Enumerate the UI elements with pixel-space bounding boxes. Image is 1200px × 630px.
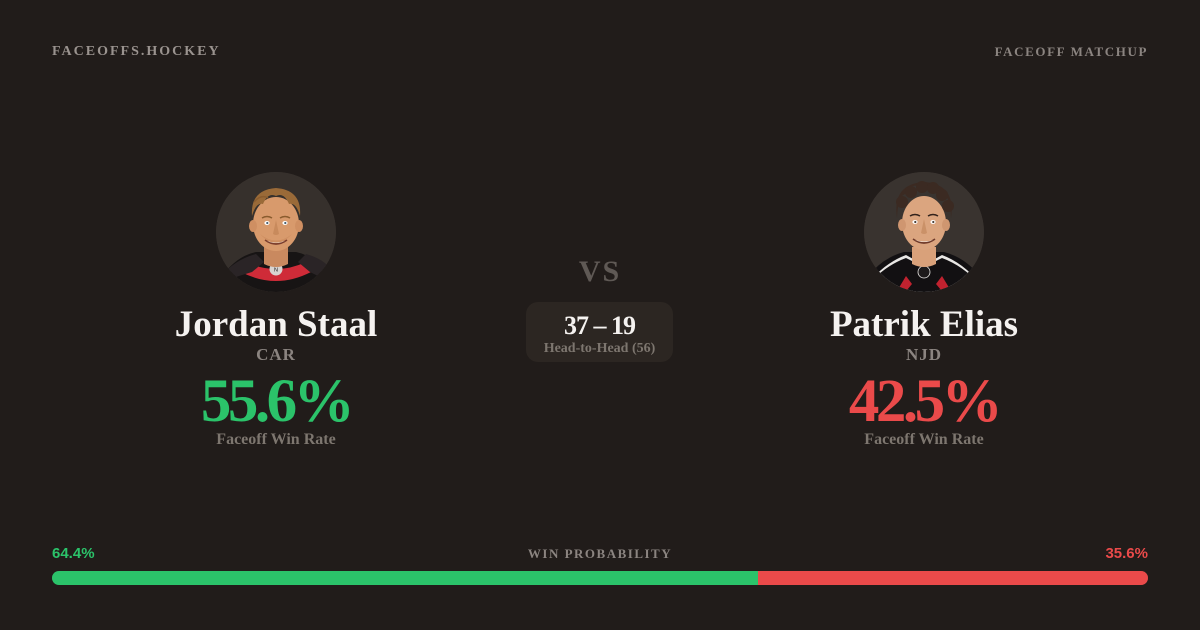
svg-text:N: N bbox=[274, 268, 278, 274]
